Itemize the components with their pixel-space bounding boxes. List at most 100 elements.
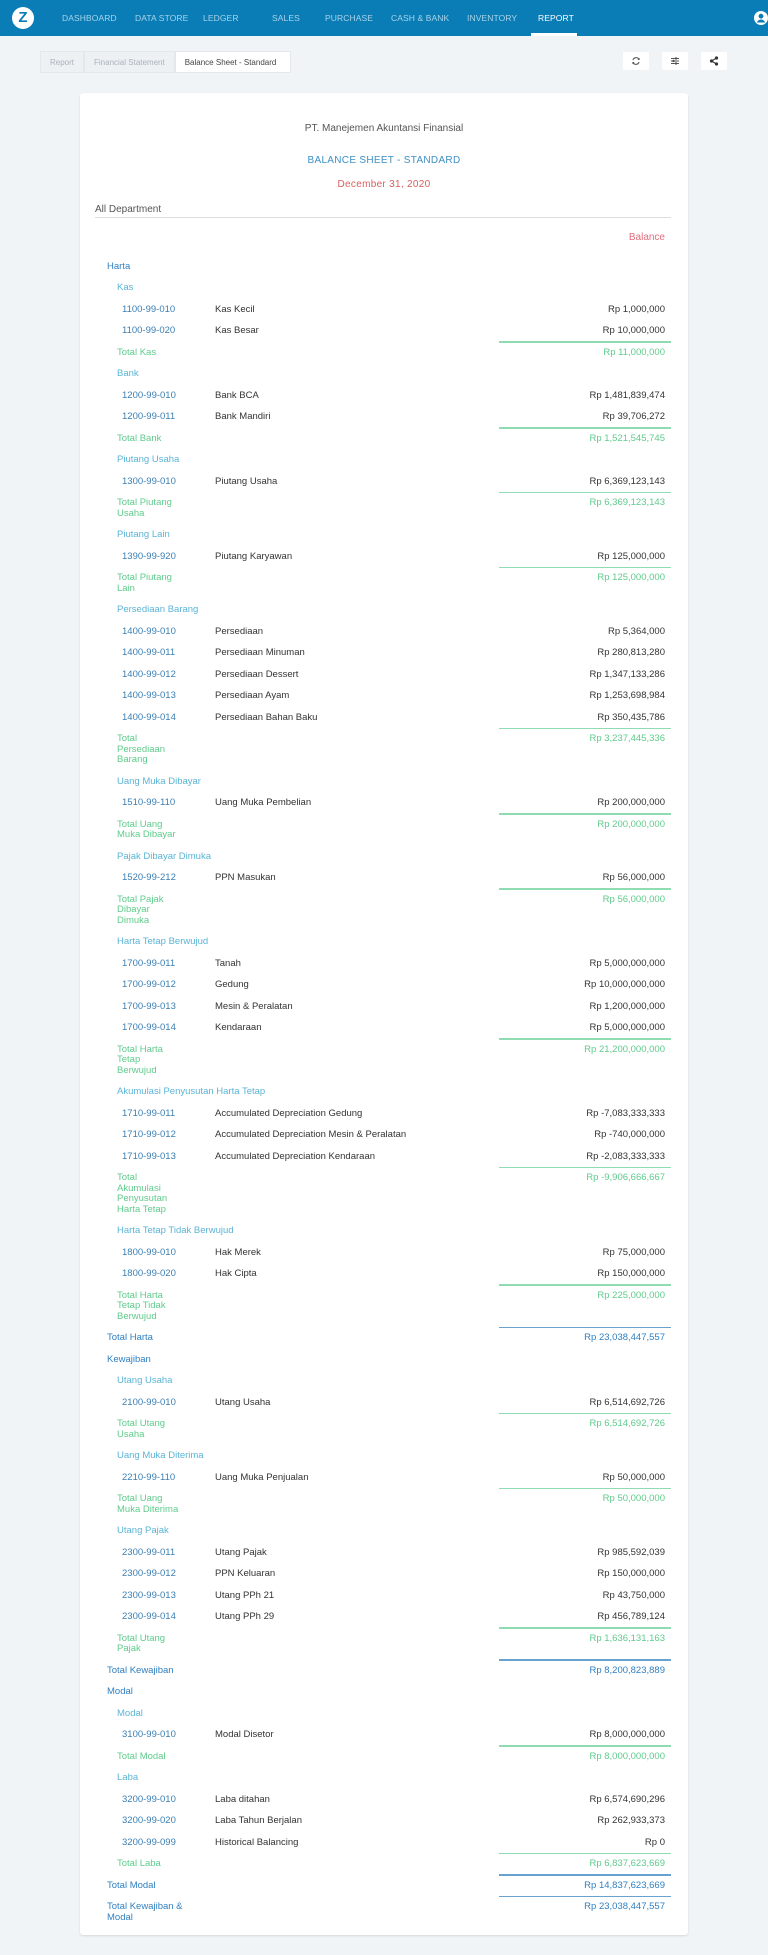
account-name: Piutang Karyawan: [215, 550, 293, 562]
account-balance: Rp 43,750,000: [602, 1589, 665, 1601]
account-name: Kas Besar: [215, 325, 259, 336]
total-amount: Rp 6,369,123,143: [589, 497, 665, 508]
account-code: 3200-99-010: [122, 1793, 176, 1805]
total-label: Total Piutang Usaha: [117, 497, 172, 519]
account-row: 2300-99-011 Utang Pajak Rp 985,592,039: [80, 1542, 688, 1564]
total-divider: [499, 813, 671, 815]
account-name: Persediaan Dessert: [215, 668, 299, 680]
user-account-icon[interactable]: [754, 11, 768, 25]
subgroup-header: Akumulasi Penyusutan Harta Tetap: [80, 1082, 688, 1104]
account-name: Laba Tahun Berjalan: [215, 1815, 302, 1826]
total-divider: [499, 491, 671, 493]
account-code: 1400-99-013: [122, 690, 176, 701]
account-balance: Rp 985,592,039: [597, 1546, 665, 1558]
account-name: PPN Masukan: [215, 872, 276, 883]
total-label: Total Kas: [117, 346, 157, 358]
nav-cash-bank[interactable]: CASH & BANK: [391, 13, 450, 23]
account-code: 1700-99-013: [122, 1000, 176, 1012]
nav-report[interactable]: REPORT: [538, 13, 574, 23]
account-balance: Rp -2,083,333,333: [586, 1150, 665, 1162]
account-row: 2300-99-012 PPN Keluaran Rp 150,000,000: [80, 1564, 688, 1586]
active-tab-indicator: [531, 33, 577, 36]
total-divider: [499, 427, 671, 429]
total-divider: [499, 1284, 671, 1286]
account-code: 1400-99-012: [122, 668, 176, 680]
account-row: 2100-99-010 Utang Usaha Rp 6,514,692,726: [80, 1392, 688, 1414]
account-name: Persediaan Bahan Baku: [215, 711, 318, 723]
nav-ledger[interactable]: LEDGER: [203, 13, 239, 23]
report-title: BALANCE SHEET - STANDARD: [307, 155, 461, 166]
account-balance: Rp 1,347,133,286: [589, 668, 665, 680]
report-card: PT. Manejemen Akuntansi Finansial BALANC…: [80, 93, 688, 1935]
department-label: All Department: [95, 204, 671, 218]
total-amount: Rp 3,237,445,336: [589, 733, 665, 744]
total-amount: Rp 6,837,623,669: [589, 1858, 665, 1869]
account-row: 1400-99-011 Persediaan Minuman Rp 280,813,…: [80, 643, 688, 665]
subgroup-label: Piutang Usaha: [117, 454, 180, 465]
app-logo[interactable]: Z: [12, 7, 34, 29]
nav-inventory[interactable]: INVENTORY: [467, 13, 518, 23]
account-row: 1390-99-920 Piutang Karyawan Rp 125,000,00…: [80, 546, 688, 568]
subgroup-header: Piutang Usaha: [80, 450, 688, 472]
account-row: 3100-99-010 Modal Disetor Rp 8,000,000,000: [80, 1725, 688, 1747]
subgroup-label: Utang Usaha: [117, 1375, 173, 1386]
total-label: Total Modal: [107, 1879, 156, 1891]
total-divider: [499, 727, 671, 729]
subgroup-label: Akumulasi Penyusutan Harta Tetap: [117, 1086, 266, 1097]
nav-data-store[interactable]: DATA STORE: [135, 13, 189, 23]
account-row: 1100-99-020 Kas Besar Rp 10,000,000: [80, 321, 688, 343]
total-amount: Rp 200,000,000: [597, 818, 665, 830]
subgroup-label: Persediaan Barang: [117, 604, 199, 615]
refresh-button[interactable]: [623, 52, 649, 70]
account-code: 1100-99-020: [122, 325, 176, 336]
breadcrumb-report[interactable]: Report: [40, 51, 85, 73]
share-button[interactable]: [701, 52, 727, 70]
account-code: 1710-99-013: [122, 1150, 176, 1162]
account-balance: Rp 456,789,124: [597, 1611, 665, 1622]
account-balance: Rp 5,000,000,000: [589, 1022, 665, 1033]
account-code: 1710-99-012: [122, 1129, 176, 1140]
account-name: Tanah: [215, 957, 241, 969]
subgroup-label: Bank: [117, 368, 139, 379]
account-code: 1800-99-010: [122, 1246, 176, 1258]
account-row: 1400-99-010 Persediaan Rp 5,364,000: [80, 621, 688, 643]
account-row: 1520-99-212 PPN Masukan Rp 56,000,000: [80, 868, 688, 890]
nav-sales[interactable]: SALES: [272, 13, 300, 23]
account-name: Utang PPh 29: [215, 1611, 275, 1622]
breadcrumb-financial-statement[interactable]: Financial Statement: [84, 51, 175, 73]
total-row: Total Modal Rp 14,837,623,669: [80, 1874, 688, 1897]
account-balance: Rp -740,000,000: [594, 1129, 665, 1140]
account-balance: Rp 1,000,000: [607, 303, 665, 315]
account-balance: Rp 350,435,786: [597, 711, 665, 723]
report-date: December 31, 2020: [337, 179, 431, 190]
total-label: Total Bank: [117, 432, 162, 444]
account-balance: Rp -7,083,333,333: [586, 1107, 665, 1119]
filter-button[interactable]: [662, 52, 688, 70]
account-row: 1400-99-012 Persediaan Dessert Rp 1,347,13…: [80, 664, 688, 686]
subtotal-row: Total Harta Tetap Berwujud Rp 21,200,000,…: [80, 1038, 688, 1082]
filter-sliders-icon: [671, 57, 679, 65]
total-label: Total Kewajiban: [107, 1664, 174, 1676]
account-name: Utang Pajak: [215, 1546, 267, 1558]
nav-dashboard[interactable]: DASHBOARD: [62, 13, 117, 23]
account-name: Piutang Usaha: [215, 475, 278, 487]
account-code: 1700-99-011: [122, 957, 176, 969]
account-row: 1400-99-014 Persediaan Bahan Baku Rp 350,4…: [80, 707, 688, 729]
subgroup-label: Harta Tetap Berwujud: [117, 936, 209, 947]
total-divider: [499, 1326, 671, 1328]
account-name: Hak Cipta: [215, 1268, 257, 1279]
subgroup-label: Kas: [117, 282, 134, 293]
share-icon: [709, 56, 719, 66]
subgroup-header: Kas: [80, 278, 688, 300]
subgroup-header: Persediaan Barang: [80, 600, 688, 622]
nav-purchase[interactable]: PURCHASE: [325, 13, 374, 23]
total-amount: Rp 6,514,692,726: [589, 1418, 665, 1429]
total-label: Total Harta Tetap Tidak Berwujud: [117, 1289, 166, 1322]
account-code: 1200-99-010: [122, 389, 176, 401]
account-code: 1400-99-011: [122, 647, 176, 658]
account-code: 1710-99-011: [122, 1107, 176, 1119]
subgroup-header: Harta Tetap Tidak Berwujud: [80, 1221, 688, 1243]
account-row: 3200-99-010 Laba ditahan Rp 6,574,690,296: [80, 1789, 688, 1811]
subtotal-row: Total Uang Muka Dibayar Rp 200,000,000: [80, 813, 688, 846]
account-balance: Rp 8,000,000,000: [589, 1729, 665, 1740]
